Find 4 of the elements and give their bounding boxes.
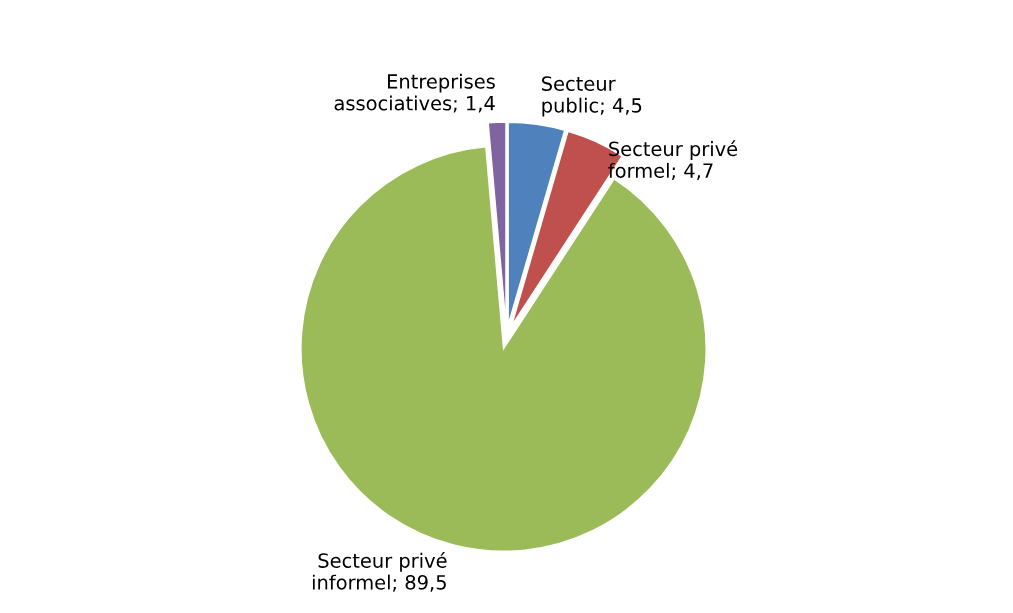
slice-label: Secteur public; 4,5 [542, 76, 642, 117]
slice-label: Secteur privé informel; 89,5 [312, 552, 447, 592]
slice-label: Secteur privé formel; 4,7 [608, 140, 738, 180]
slice-label: Entreprises associatives; 1,4 [334, 73, 495, 113]
